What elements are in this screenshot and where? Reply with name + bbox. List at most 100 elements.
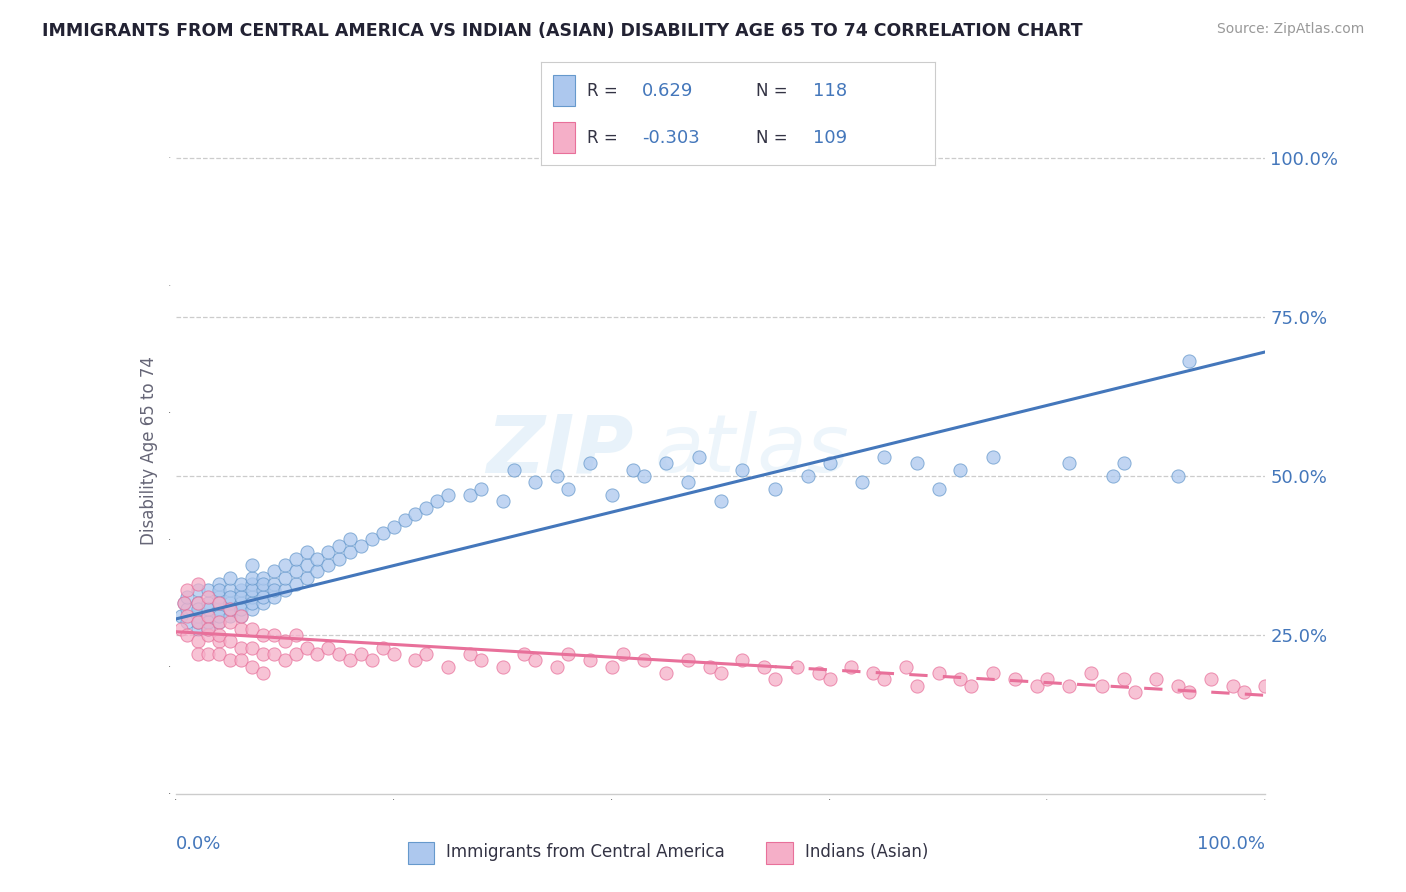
Point xyxy=(197,596,219,610)
Point xyxy=(208,628,231,642)
Point xyxy=(1123,685,1146,699)
Point xyxy=(676,653,699,667)
Point xyxy=(981,450,1004,464)
Point xyxy=(231,590,253,604)
Point xyxy=(1178,685,1201,699)
Point xyxy=(1222,679,1244,693)
Point xyxy=(208,608,231,623)
Point xyxy=(710,494,733,508)
Point xyxy=(796,469,818,483)
Point xyxy=(818,673,841,687)
Text: R =: R = xyxy=(586,128,617,147)
Point xyxy=(284,647,307,661)
Point xyxy=(437,659,460,673)
Point xyxy=(208,615,231,630)
Point xyxy=(1232,685,1256,699)
Point xyxy=(524,475,547,490)
Point xyxy=(186,622,209,636)
Point xyxy=(176,615,198,630)
Point xyxy=(437,488,460,502)
Point xyxy=(655,456,678,470)
Point xyxy=(928,482,950,496)
Point xyxy=(546,659,568,673)
Point xyxy=(219,596,242,610)
Point xyxy=(263,590,285,604)
Point xyxy=(231,653,253,667)
Point xyxy=(949,462,972,476)
Point xyxy=(350,539,373,553)
Point xyxy=(176,602,198,616)
Point xyxy=(307,564,329,578)
Point xyxy=(240,659,263,673)
Point xyxy=(382,520,405,534)
Point xyxy=(1057,679,1080,693)
Point xyxy=(231,608,253,623)
Point xyxy=(350,647,373,661)
Point xyxy=(274,653,297,667)
Point xyxy=(219,583,242,598)
Point xyxy=(186,583,209,598)
Point xyxy=(252,590,274,604)
Point xyxy=(873,450,896,464)
Point xyxy=(208,596,231,610)
Point xyxy=(274,583,297,598)
Point xyxy=(339,545,361,559)
Point xyxy=(688,450,710,464)
Point xyxy=(492,494,515,508)
Point xyxy=(557,482,579,496)
Text: atlas: atlas xyxy=(655,411,851,490)
Point xyxy=(1036,673,1059,687)
Point xyxy=(710,666,733,681)
Point xyxy=(186,577,209,591)
Point xyxy=(170,608,193,623)
Point xyxy=(731,462,754,476)
Point xyxy=(360,653,382,667)
Point xyxy=(1144,673,1167,687)
Point xyxy=(231,608,253,623)
Text: Source: ZipAtlas.com: Source: ZipAtlas.com xyxy=(1216,22,1364,37)
Text: 100.0%: 100.0% xyxy=(1198,835,1265,853)
Point xyxy=(339,533,361,547)
Point xyxy=(219,602,242,616)
Point xyxy=(1199,673,1222,687)
Point xyxy=(170,622,193,636)
Point xyxy=(928,666,950,681)
Point xyxy=(252,596,274,610)
Point xyxy=(231,640,253,655)
Point xyxy=(240,577,263,591)
Point xyxy=(339,653,361,667)
Point xyxy=(284,564,307,578)
Point xyxy=(197,628,219,642)
Text: Indians (Asian): Indians (Asian) xyxy=(806,843,928,862)
Point xyxy=(513,647,536,661)
Point xyxy=(612,647,634,661)
Point xyxy=(1112,673,1135,687)
Point xyxy=(252,577,274,591)
Point xyxy=(458,647,481,661)
Point xyxy=(818,456,841,470)
Point xyxy=(197,647,219,661)
Point xyxy=(502,462,524,476)
Point xyxy=(231,602,253,616)
Point xyxy=(415,647,437,661)
Point xyxy=(295,640,318,655)
Point xyxy=(557,647,579,661)
Point xyxy=(1025,679,1047,693)
FancyBboxPatch shape xyxy=(408,842,434,864)
Point xyxy=(600,488,623,502)
Point xyxy=(318,558,340,572)
Point xyxy=(862,666,884,681)
Point xyxy=(219,571,242,585)
Point xyxy=(295,545,318,559)
Point xyxy=(284,577,307,591)
Point xyxy=(470,482,492,496)
Point xyxy=(186,647,209,661)
Point xyxy=(1091,679,1114,693)
Text: 118: 118 xyxy=(813,82,846,100)
Point xyxy=(197,622,219,636)
Point xyxy=(633,469,655,483)
Point xyxy=(307,551,329,566)
Point xyxy=(763,673,786,687)
Point xyxy=(1112,456,1135,470)
Text: Immigrants from Central America: Immigrants from Central America xyxy=(447,843,725,862)
